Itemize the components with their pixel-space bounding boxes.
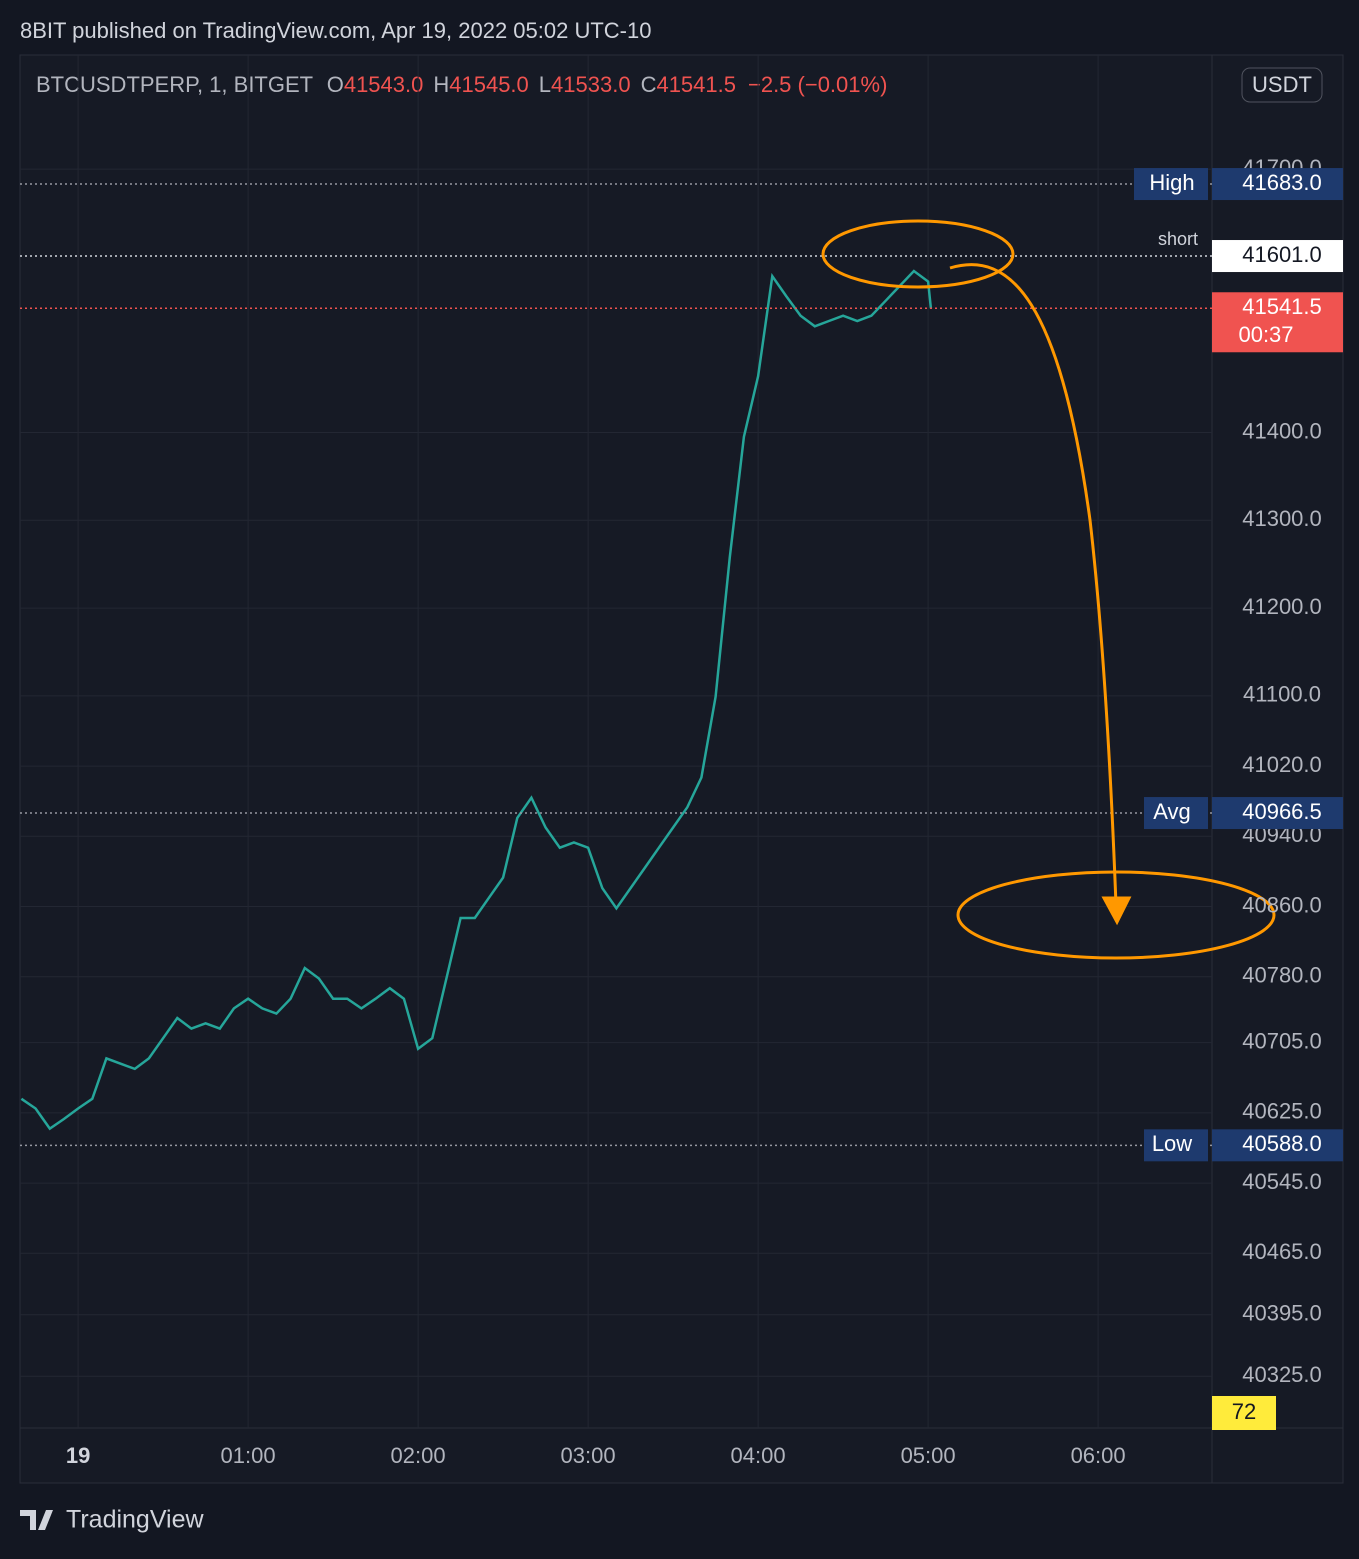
- y-tick-label: 41020.0: [1242, 752, 1322, 777]
- x-tick-label: 03:00: [561, 1443, 616, 1468]
- volume-label: 72: [1232, 1399, 1256, 1424]
- price-line: [20, 269, 933, 1131]
- countdown: 00:37: [1238, 322, 1293, 347]
- annotations: [821, 219, 1276, 960]
- published: 8BIT published on TradingView.com, Apr 1…: [20, 18, 651, 43]
- y-tick-label: 40625.0: [1242, 1099, 1322, 1124]
- close: 41541.5: [656, 72, 736, 97]
- currency-badge[interactable]: [1241, 67, 1323, 103]
- level-badge: [1212, 1129, 1343, 1162]
- y-tick-label: 41200.0: [1242, 594, 1322, 619]
- high: 41545.0: [449, 72, 529, 97]
- currency: USDT: [1252, 72, 1312, 97]
- y-tick-label: 40465.0: [1242, 1239, 1322, 1264]
- level-name-badge: [1134, 168, 1208, 201]
- chart-panel: [19, 54, 1344, 1484]
- level-name: Avg: [1153, 799, 1191, 824]
- level-badge: [1212, 240, 1343, 273]
- brand: TradingView: [66, 1506, 205, 1534]
- top-ellipse: [821, 219, 1015, 289]
- level-value: 41683.0: [1242, 170, 1322, 195]
- change: −2.5 (−0.01%): [748, 72, 887, 97]
- legend: BTCUSDTPERP, 1, BITGET O41543.0 H41545.0 L4…: [36, 72, 887, 97]
- y-tick-label: 41100.0: [1243, 682, 1321, 707]
- symbol: BTCUSDTPERP, 1, BITGET: [36, 72, 313, 97]
- x-tick-label: 04:00: [731, 1443, 786, 1468]
- open: 41543.0: [344, 72, 424, 97]
- level-name-badge: [1144, 1129, 1208, 1162]
- y-tick-label: 41300.0: [1242, 506, 1322, 531]
- logo: [20, 1510, 53, 1530]
- y-tick-label: 40545.0: [1242, 1169, 1322, 1194]
- level-value: 41541.5: [1242, 294, 1322, 319]
- level-value: 40966.5: [1242, 799, 1322, 824]
- arrow-head: [1101, 896, 1132, 926]
- arrow: [949, 263, 1118, 906]
- x-tick-label: 06:00: [1071, 1443, 1126, 1468]
- level-value: 40588.0: [1242, 1131, 1322, 1156]
- level-badge: [1212, 168, 1343, 201]
- l: L: [539, 72, 551, 97]
- c: C: [641, 72, 657, 97]
- low: 41533.0: [551, 72, 631, 97]
- volume-badge: [1212, 1396, 1276, 1430]
- y-tick-label: 40325.0: [1242, 1362, 1322, 1387]
- level-badge: [1212, 292, 1343, 353]
- level-value: 41601.0: [1242, 242, 1322, 267]
- level-badge: [1212, 797, 1343, 830]
- x-tick-label: 19: [66, 1443, 90, 1468]
- x-tick-label: 02:00: [391, 1443, 446, 1468]
- level-name: High: [1149, 170, 1194, 195]
- y-tick-label: 40860.0: [1242, 892, 1322, 917]
- x-tick-label: 05:00: [901, 1443, 956, 1468]
- y-tick-label: 40395.0: [1242, 1301, 1322, 1326]
- h: H: [433, 72, 449, 97]
- plot: [20, 55, 1212, 1428]
- y-tick-label: 40780.0: [1242, 963, 1322, 988]
- level-name: short: [1158, 229, 1198, 249]
- y-tick-label: 40705.0: [1242, 1028, 1322, 1053]
- level-name: Low: [1152, 1131, 1192, 1156]
- o: O: [327, 72, 344, 97]
- level-name-badge: [1144, 797, 1208, 830]
- y-tick-label: 41400.0: [1242, 418, 1322, 443]
- x-tick-label: 01:00: [221, 1443, 276, 1468]
